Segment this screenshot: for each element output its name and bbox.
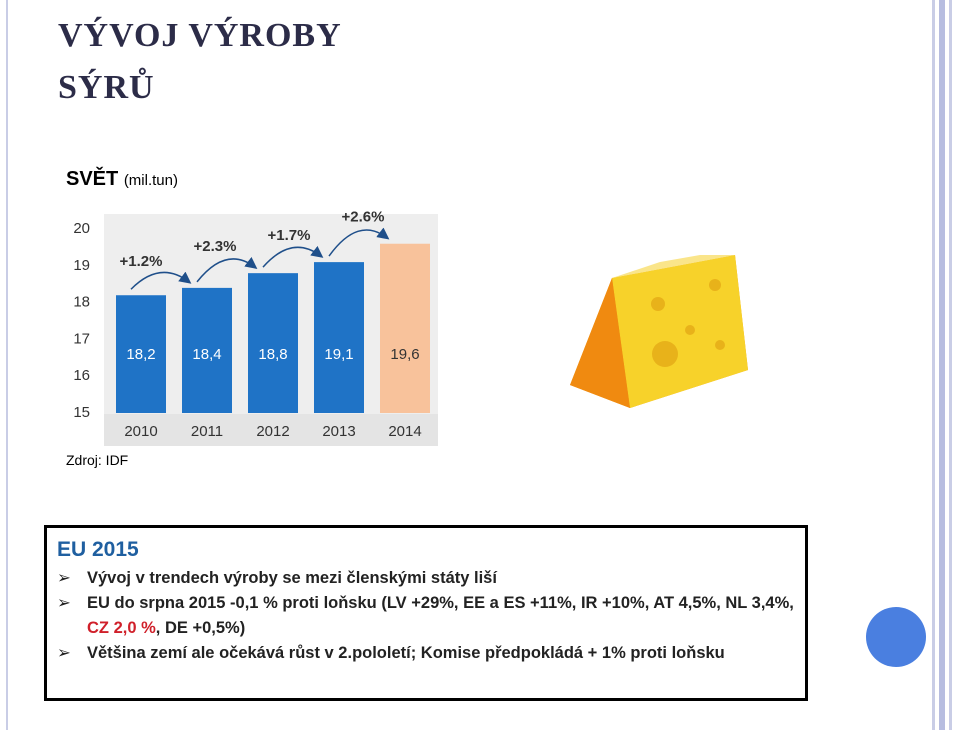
bar	[182, 287, 232, 413]
arrow	[196, 256, 258, 283]
bullet-list: Vývoj v trendech výroby se mezi členským…	[47, 566, 805, 666]
bullet: Většina zemí ale očekává růst v 2.polole…	[57, 641, 805, 666]
arrow	[328, 227, 390, 257]
source: Zdroj: IDF	[66, 452, 129, 468]
cheese-face	[612, 255, 748, 408]
y-tick-label: 15	[73, 404, 90, 421]
cheese-top	[612, 255, 735, 278]
arrow	[130, 271, 192, 290]
heading-unit: (mil.tun)	[123, 172, 178, 189]
cheese-rind	[570, 278, 630, 408]
x-tick-label: 2010	[124, 423, 157, 440]
value-label: 18,8	[258, 346, 287, 363]
hole	[685, 325, 695, 335]
left-line	[6, 0, 8, 730]
x-tick-label: 2012	[256, 423, 289, 440]
slide-title: VÝVOJ VÝROBY SÝRŮ	[58, 17, 341, 106]
y-tick-label: 16	[73, 367, 90, 384]
hole	[715, 340, 725, 350]
axis-bg	[104, 414, 438, 446]
arrow	[262, 245, 324, 268]
value-label: 19,6	[390, 346, 419, 363]
bar	[314, 262, 364, 413]
y-tick-label: 17	[73, 330, 90, 347]
chart: 15 16 17 18 19 20 2010 18,2 2011 18,4 2012 18,8 2013…	[73, 209, 438, 446]
annotation: +1.7%	[268, 227, 311, 244]
annotation: +1.2%	[120, 253, 163, 270]
hole	[652, 341, 678, 367]
right-decoration	[930, 0, 960, 730]
value-label: 18,2	[126, 346, 155, 363]
info-box: EU 2015 Vývoj v trendech výroby se mezi …	[44, 525, 808, 701]
circle	[866, 607, 926, 667]
x-tick-label: 2014	[388, 423, 421, 440]
cheese	[570, 255, 748, 408]
bar	[380, 243, 430, 413]
bullet-text: EU do srpna 2015 -0,1 % proti loňsku (LV…	[87, 594, 794, 612]
annotation: +2.3%	[194, 238, 237, 255]
y-tick-label: 20	[73, 220, 90, 237]
hole	[651, 297, 665, 311]
heading-main: SVĚT	[66, 168, 119, 190]
value-label: 19,1	[324, 346, 353, 363]
bullet-text: CZ 2,0 %	[87, 619, 156, 637]
bar	[248, 273, 298, 413]
bullet: EU do srpna 2015 -0,1 % proti loňsku (LV…	[57, 591, 805, 641]
value-label: 18,4	[192, 346, 221, 363]
x-tick-label: 2013	[322, 423, 355, 440]
x-tick-label: 2011	[191, 423, 223, 440]
y-tick-label: 18	[73, 294, 90, 311]
annotation: +2.6%	[342, 209, 385, 226]
box-heading: EU 2015	[57, 538, 139, 561]
y-tick-label: 19	[73, 257, 90, 274]
bullet-text: Většina zemí ale očekává růst v 2.polole…	[87, 644, 725, 662]
bullet: Vývoj v trendech výroby se mezi členským…	[57, 566, 805, 591]
bullet-text: , DE +0,5%)	[155, 619, 246, 637]
hole	[709, 279, 721, 291]
bullet-text: Vývoj v trendech výroby se mezi členským…	[87, 569, 497, 587]
bar	[116, 295, 166, 413]
chart-heading: SVĚT (mil.tun)	[66, 168, 178, 191]
